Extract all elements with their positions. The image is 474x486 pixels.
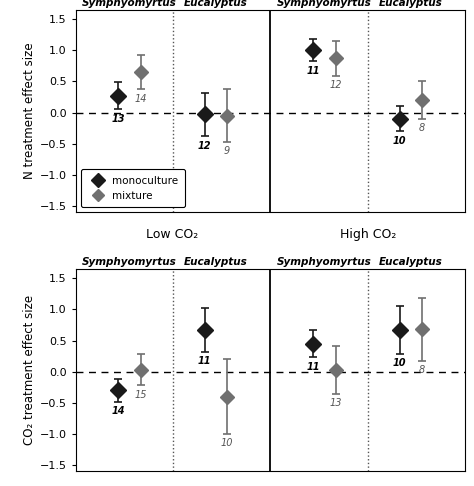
Text: 10: 10	[221, 438, 233, 449]
Text: Eucalyptus: Eucalyptus	[379, 257, 443, 267]
Text: 10: 10	[393, 358, 407, 368]
Text: Symphyomyrtus: Symphyomyrtus	[277, 0, 372, 8]
Text: Eucalyptus: Eucalyptus	[184, 257, 247, 267]
Legend: monoculture, mixture: monoculture, mixture	[81, 169, 185, 207]
Y-axis label: N treatment effect size: N treatment effect size	[23, 43, 36, 179]
Text: Eucalyptus: Eucalyptus	[184, 0, 247, 8]
Text: 13: 13	[329, 398, 342, 408]
Text: 9: 9	[224, 146, 230, 156]
Text: Symphyomyrtus: Symphyomyrtus	[82, 0, 177, 8]
Text: 12: 12	[329, 80, 342, 90]
Text: 12: 12	[198, 140, 211, 151]
Text: 8: 8	[419, 123, 425, 133]
Text: 14: 14	[111, 406, 125, 416]
Text: 13: 13	[111, 114, 125, 124]
Text: Low CO₂: Low CO₂	[146, 228, 199, 242]
Text: 11: 11	[198, 356, 211, 366]
Text: Symphyomyrtus: Symphyomyrtus	[277, 257, 372, 267]
Text: 11: 11	[307, 362, 320, 372]
Text: 11: 11	[307, 66, 320, 76]
Text: High CO₂: High CO₂	[339, 228, 396, 242]
Text: 15: 15	[134, 390, 147, 400]
Text: 8: 8	[419, 365, 425, 375]
Text: 14: 14	[134, 94, 147, 104]
Text: Symphyomyrtus: Symphyomyrtus	[82, 257, 177, 267]
Text: Eucalyptus: Eucalyptus	[379, 0, 443, 8]
Text: 10: 10	[393, 136, 407, 146]
Y-axis label: CO₂ treatment effect size: CO₂ treatment effect size	[23, 295, 36, 445]
